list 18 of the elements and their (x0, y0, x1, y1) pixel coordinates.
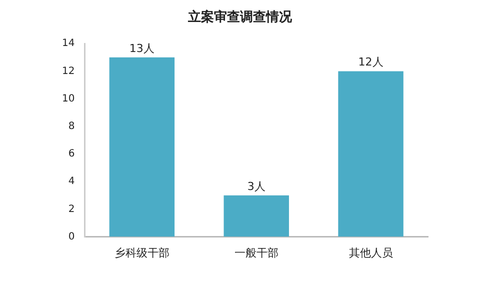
data-label: 3人 (247, 180, 266, 193)
x-tick-label: 其他人员 (348, 246, 393, 260)
chart-title: 立案审查调查情况 (187, 9, 293, 26)
bar (109, 57, 175, 237)
bar (338, 71, 404, 237)
x-tick-label: 一般干部 (234, 246, 278, 260)
y-tick-label: 6 (68, 148, 75, 160)
x-tick-label: 乡科级干部 (114, 246, 170, 260)
y-tick-label: 4 (68, 176, 75, 188)
bar (224, 195, 289, 237)
y-tick-label: 2 (68, 204, 75, 215)
y-tick-label: 14 (62, 38, 75, 50)
y-tick-label: 12 (62, 66, 75, 77)
data-label: 12人 (358, 56, 384, 69)
y-tick-label: 0 (68, 231, 75, 242)
data-label: 13人 (129, 42, 154, 55)
y-tick-label: 8 (68, 120, 75, 132)
y-tick-label: 10 (62, 93, 75, 104)
